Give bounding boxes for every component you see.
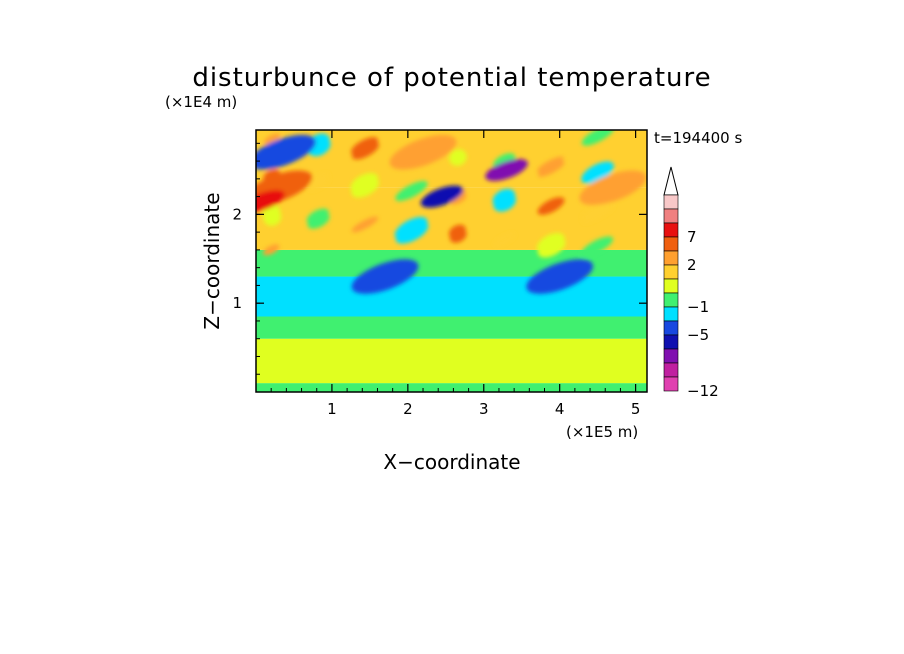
colorbar-swatch <box>663 250 679 266</box>
colorbar-swatch <box>663 292 679 308</box>
wave-cell <box>493 193 517 212</box>
feature-4 <box>420 185 464 208</box>
x-tick-label: 3 <box>479 400 489 418</box>
feature-1 <box>256 190 285 213</box>
colorbar-label: −5 <box>687 326 709 344</box>
y-ticks: 12 <box>232 142 647 375</box>
colorbar-label: 2 <box>687 256 697 274</box>
wave-cell <box>537 197 565 215</box>
feature-3 <box>351 259 419 294</box>
colorbar-swatch <box>663 208 679 224</box>
wave-cell <box>581 161 614 184</box>
feature-6 <box>526 259 594 294</box>
colorbar-swatch <box>663 278 679 294</box>
wave-cell <box>537 237 566 258</box>
colorbar-swatch <box>663 348 679 364</box>
colorbar-swatch <box>663 264 679 280</box>
x-scale-label: (×1E5 m) <box>566 423 638 441</box>
wave-cell <box>537 156 564 173</box>
colorbar-swatch <box>663 222 679 238</box>
wave-cell <box>537 161 565 177</box>
colorbar-label: 7 <box>687 228 697 246</box>
wave-cell <box>263 209 282 226</box>
wave-cell <box>450 193 467 205</box>
colorbar-swatch <box>663 334 679 350</box>
colorbar-swatch <box>663 320 679 336</box>
wave-cell <box>449 149 467 166</box>
colorbar-label: −12 <box>687 382 719 400</box>
time-label: t=194400 s <box>654 129 742 147</box>
feature-2 <box>256 134 316 170</box>
field-band-3 <box>256 276 647 317</box>
wave-cell <box>449 229 467 243</box>
colorbar-swatch <box>663 194 679 210</box>
plot-frame <box>255 129 648 393</box>
y-tick-label: 1 <box>232 294 242 312</box>
wave-cell <box>351 177 379 198</box>
wave-cell <box>582 204 615 224</box>
wave-cell <box>263 244 280 256</box>
y-tick-label: 2 <box>232 205 242 223</box>
colorbar: 7 2 −1 −5 −12 <box>663 166 719 400</box>
feature-5 <box>485 158 528 181</box>
wave-cell <box>580 236 614 257</box>
wave-cell <box>493 232 516 247</box>
wave-cell <box>351 141 380 160</box>
colorbar-label: −1 <box>687 298 709 316</box>
x-axis-label: X−coordinate <box>383 450 520 474</box>
feature-8 <box>579 170 647 206</box>
colorbar-arrow <box>663 166 679 196</box>
field-band-0 <box>256 383 647 392</box>
x-ticks: 1 2 3 4 5 <box>270 130 641 418</box>
wave-cell <box>395 221 429 244</box>
x-tick-label: 2 <box>403 400 413 418</box>
wave-cell <box>351 216 379 233</box>
wave-cell <box>395 181 428 201</box>
wave-cell <box>308 177 330 191</box>
colorbar-swatch <box>663 236 679 252</box>
chart-title: disturbunce of potential temperature <box>192 63 711 93</box>
y-axis-label: Z−coordinate <box>200 192 224 329</box>
x-tick-label: 1 <box>327 400 337 418</box>
field-band-2 <box>256 316 647 339</box>
field-band-1 <box>256 338 647 384</box>
wave-cell <box>581 200 614 219</box>
field-features <box>256 130 647 294</box>
y-scale-label: (×1E4 m) <box>165 93 237 111</box>
x-tick-label: 4 <box>555 400 565 418</box>
wave-cell <box>307 213 330 229</box>
wave-cell <box>263 133 281 145</box>
feature-7 <box>389 134 457 170</box>
colorbar-swatch <box>663 306 679 322</box>
plot-area <box>256 130 647 392</box>
wave-cell <box>307 172 329 187</box>
x-tick-label: 5 <box>631 400 641 418</box>
colorbar-swatch <box>663 362 679 378</box>
colorbar-swatch <box>663 376 679 392</box>
